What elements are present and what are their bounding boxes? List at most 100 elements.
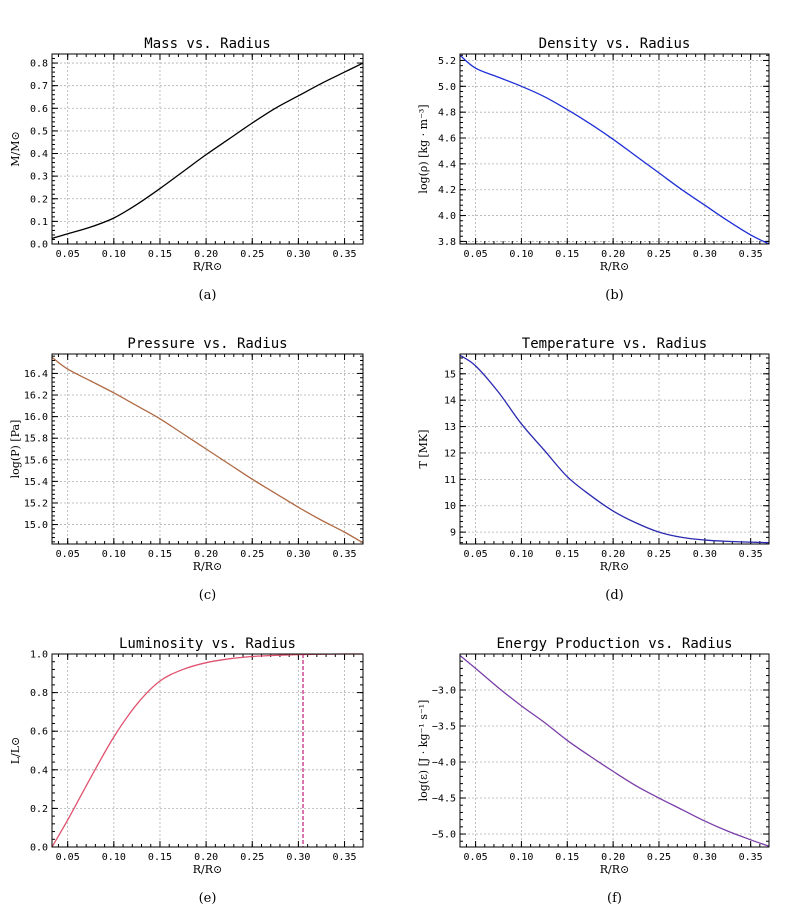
x-tick-label-3: 0.20 — [601, 852, 625, 863]
x-tick-label-6: 0.35 — [332, 549, 356, 560]
chart-title: Temperature vs. Radius — [522, 336, 707, 352]
panel-caption: (d) — [605, 588, 623, 603]
panel-temperature-vs-radius: 0.05 0.10 0.15 0.20 0.25 0.30 0.35 9 10 11 12 13 14 1… — [417, 336, 770, 603]
x-tick-label-1: 0.10 — [102, 549, 126, 560]
y-tick-label-1: 0.2 — [30, 804, 48, 815]
y-tick-label-4: 13 — [444, 422, 456, 433]
y-tick-label-6: 5.0 — [438, 82, 456, 93]
x-tick-label-2: 0.15 — [555, 549, 579, 560]
chart-title: Mass vs. Radius — [144, 36, 270, 52]
y-tick-label-1: 10 — [444, 501, 456, 512]
chart-title: Density vs. Radius — [539, 36, 691, 52]
x-axis-label: R/R⊙ — [193, 863, 223, 876]
y-tick-label-1: 4.0 — [438, 211, 456, 222]
x-tick-label-2: 0.15 — [148, 852, 172, 863]
x-tick-label-2: 0.15 — [555, 852, 579, 863]
x-axis-label: R/R⊙ — [600, 863, 630, 876]
y-axis-label: log(P) [Pa] — [9, 420, 22, 479]
x-tick-label-0: 0.05 — [464, 549, 488, 560]
y-tick-label-3: 0.3 — [30, 172, 48, 183]
y-tick-label-5: 4.8 — [438, 108, 456, 119]
x-tick-label-1: 0.10 — [509, 249, 533, 260]
y-tick-label-1: −4.5 — [432, 794, 456, 805]
y-tick-label-4: 15.8 — [24, 434, 48, 445]
y-tick-label-1: 0.1 — [30, 217, 48, 228]
y-tick-label-3: 0.6 — [30, 727, 48, 738]
x-tick-label-0: 0.05 — [56, 249, 80, 260]
x-tick-label-3: 0.20 — [601, 249, 625, 260]
y-tick-label-5: 16.0 — [24, 412, 48, 423]
plot-frame — [51, 53, 364, 245]
y-tick-label-4: 0.4 — [30, 149, 48, 160]
x-axis-label: R/R⊙ — [600, 560, 630, 573]
x-tick-label-5: 0.30 — [693, 852, 717, 863]
x-tick-label-2: 0.15 — [148, 549, 172, 560]
plot-frame — [459, 53, 770, 245]
series-line — [459, 354, 770, 544]
panel-energy-production-vs-radius: 0.05 0.10 0.15 0.20 0.25 0.30 0.35 −5.0 −4.5 −4.0… — [417, 636, 770, 906]
panel-luminosity-vs-radius: 0.05 0.10 0.15 0.20 0.25 0.30 0.35 0.0 0.2 0.4 0.6… — [9, 636, 364, 906]
x-tick-label-2: 0.15 — [555, 249, 579, 260]
y-tick-label-6: 16.2 — [24, 391, 48, 402]
x-tick-label-1: 0.10 — [102, 249, 126, 260]
y-tick-label-3: −3.5 — [432, 722, 456, 733]
x-tick-label-4: 0.25 — [647, 249, 671, 260]
panel-pressure-vs-radius: 0.05 0.10 0.15 0.20 0.25 0.30 0.35 15.0 15.2 15.4… — [9, 336, 364, 603]
y-axis-label: M/M⊙ — [9, 131, 22, 166]
y-axis-label: L/L⊙ — [9, 737, 22, 765]
y-tick-label-5: 0.5 — [30, 126, 48, 137]
chart-title: Luminosity vs. Radius — [119, 636, 296, 652]
y-tick-label-3: 12 — [444, 448, 456, 459]
y-tick-label-7: 0.7 — [30, 81, 48, 92]
x-tick-label-5: 0.30 — [693, 549, 717, 560]
series-line — [459, 54, 770, 245]
x-tick-label-6: 0.35 — [739, 249, 763, 260]
y-tick-label-8: 0.8 — [30, 59, 48, 70]
y-axis-label: T [MK] — [417, 430, 430, 469]
x-tick-label-4: 0.25 — [647, 852, 671, 863]
x-tick-label-0: 0.05 — [56, 852, 80, 863]
y-tick-label-0: −5.0 — [432, 830, 456, 841]
panel-mass-vs-radius: 0.05 0.10 0.15 0.20 0.25 0.30 0.35 0.0 0.1 0.2 0.3… — [9, 36, 364, 303]
x-tick-label-4: 0.25 — [647, 549, 671, 560]
x-tick-label-3: 0.20 — [601, 549, 625, 560]
panel-caption: (b) — [605, 288, 623, 303]
x-tick-label-1: 0.10 — [509, 852, 533, 863]
y-tick-label-2: 4.2 — [438, 185, 456, 196]
x-tick-label-0: 0.05 — [464, 249, 488, 260]
series-line — [51, 356, 364, 544]
y-tick-label-7: 16.4 — [24, 369, 48, 380]
series-line — [51, 62, 364, 239]
y-tick-label-2: −4.0 — [432, 758, 456, 769]
series-line — [459, 654, 770, 847]
x-tick-label-1: 0.10 — [102, 852, 126, 863]
y-tick-label-0: 9 — [450, 528, 456, 539]
x-axis-label: R/R⊙ — [193, 560, 223, 573]
y-axis-label: log(ρ) [kg · m⁻³] — [417, 104, 430, 193]
y-tick-label-2: 0.2 — [30, 194, 48, 205]
x-tick-label-5: 0.30 — [693, 249, 717, 260]
y-tick-label-6: 15 — [444, 369, 456, 380]
y-tick-label-4: 4.6 — [438, 134, 456, 145]
panel-caption: (e) — [199, 891, 217, 906]
y-tick-label-7: 5.2 — [438, 56, 456, 67]
x-tick-label-6: 0.35 — [739, 852, 763, 863]
panel-density-vs-radius: 0.05 0.10 0.15 0.20 0.25 0.30 0.35 3.8 4.0 4.2 4.4… — [417, 36, 770, 303]
y-tick-label-5: 14 — [444, 396, 456, 407]
panel-caption: (f) — [607, 891, 622, 906]
y-tick-label-3: 4.4 — [438, 159, 456, 170]
x-tick-label-6: 0.35 — [332, 249, 356, 260]
x-tick-label-4: 0.25 — [240, 549, 264, 560]
x-tick-label-5: 0.30 — [286, 549, 310, 560]
panel-caption: (c) — [199, 588, 216, 603]
plot-frame — [51, 653, 364, 848]
x-tick-label-1: 0.10 — [509, 549, 533, 560]
y-tick-label-0: 0.0 — [30, 240, 48, 251]
x-axis-label: R/R⊙ — [600, 260, 630, 273]
y-tick-label-0: 3.8 — [438, 237, 456, 248]
y-tick-label-3: 15.6 — [24, 455, 48, 466]
y-axis-label: log(ε) [J · kg⁻¹ s⁻¹] — [417, 700, 430, 802]
plot-frame — [459, 653, 770, 848]
x-tick-label-3: 0.20 — [194, 852, 218, 863]
